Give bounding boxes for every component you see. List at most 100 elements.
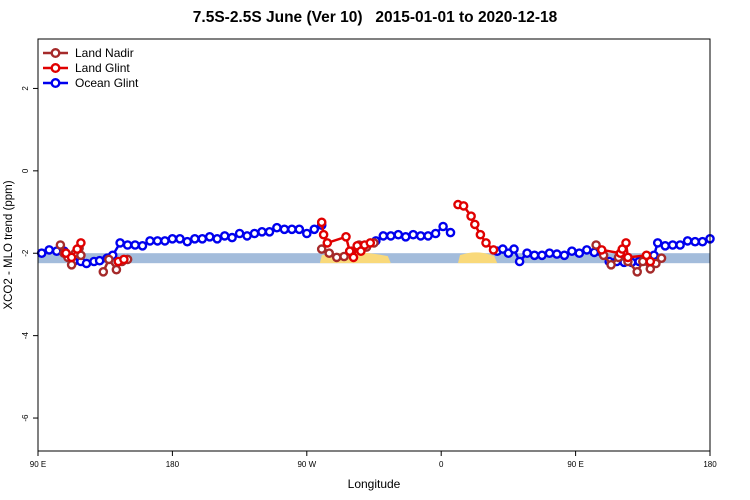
land-glint-point bbox=[76, 238, 86, 248]
series-land-glint bbox=[61, 199, 656, 267]
legend-swatch-marker bbox=[50, 77, 61, 88]
y-tick-label: 0 bbox=[21, 168, 30, 173]
land-glint-point bbox=[341, 231, 351, 242]
series-layer bbox=[36, 199, 715, 277]
ocean-glint-point bbox=[264, 226, 275, 237]
ocean-glint-point bbox=[574, 248, 585, 258]
ocean-glint-point bbox=[423, 231, 433, 241]
ocean-glint-point bbox=[537, 250, 547, 261]
ocean-glint-point bbox=[294, 224, 305, 235]
ocean-glint-point bbox=[408, 229, 419, 240]
land-glint-point bbox=[596, 245, 607, 255]
ocean-glint-point bbox=[509, 244, 519, 254]
y-axis: 2 0 -2 -4 -6 bbox=[21, 86, 38, 422]
ocean-glint-point bbox=[675, 240, 685, 250]
ocean-glint-point bbox=[182, 236, 193, 247]
y-tick-label: -6 bbox=[21, 414, 30, 422]
land-glint-point bbox=[66, 252, 77, 263]
ocean-glint-point bbox=[682, 236, 693, 246]
ocean-glint-point bbox=[137, 240, 148, 251]
ocean-glint-point bbox=[690, 236, 700, 247]
x-tick-label: 90 W bbox=[297, 460, 316, 469]
ocean-glint-point bbox=[272, 222, 282, 233]
ocean-glint-point bbox=[529, 250, 540, 261]
land-nadir-point bbox=[55, 240, 66, 250]
ocean-glint-point bbox=[287, 224, 297, 235]
ocean-glint-point bbox=[393, 229, 404, 240]
land-nadir-point bbox=[606, 259, 616, 270]
ocean-glint-point bbox=[94, 255, 105, 266]
ocean-glint-point bbox=[145, 236, 155, 246]
ocean-glint-point bbox=[130, 240, 140, 250]
land-glint-point bbox=[466, 211, 476, 221]
ocean-glint-point bbox=[589, 247, 600, 258]
land-glint-point bbox=[475, 229, 486, 240]
land-glint-point bbox=[623, 252, 633, 263]
ocean-glint-point bbox=[249, 228, 260, 239]
ocean-glint-point bbox=[212, 233, 222, 244]
ocean-glint-point bbox=[36, 248, 47, 258]
land-nadir-point bbox=[331, 252, 342, 263]
ocean-glint-point bbox=[567, 246, 577, 256]
y-tick-label: -4 bbox=[21, 332, 30, 340]
ocean-glint-point bbox=[234, 228, 245, 239]
ocean-glint-point bbox=[122, 240, 133, 250]
ocean-glint-point bbox=[309, 224, 320, 235]
ocean-glint-point bbox=[667, 240, 678, 250]
ocean-glint-point bbox=[227, 232, 237, 243]
ocean-glint-point bbox=[115, 238, 125, 248]
land-nadir-point bbox=[632, 266, 643, 277]
ocean-glint-point bbox=[582, 245, 592, 255]
ocean-glint-point bbox=[697, 236, 708, 247]
land-glint-point bbox=[316, 217, 327, 228]
ocean-glint-point bbox=[522, 248, 532, 258]
ocean-glint-point bbox=[445, 227, 456, 238]
land-nadir-point bbox=[339, 251, 349, 262]
x-tick-label: 90 E bbox=[567, 460, 583, 469]
x-tick-label: 90 E bbox=[30, 460, 46, 469]
chart-title: 7.5S-2.5S June (Ver 10) 2015-01-01 to 20… bbox=[192, 9, 558, 26]
legend-swatch-marker bbox=[50, 48, 61, 59]
land-nadir-point bbox=[98, 266, 109, 277]
land-glint-point bbox=[488, 245, 499, 255]
land-glint-point bbox=[365, 238, 376, 248]
y-tick-label: -2 bbox=[21, 249, 30, 257]
y-tick-label: 2 bbox=[21, 86, 30, 91]
ocean-glint-point bbox=[219, 231, 230, 241]
land-glint-point bbox=[621, 238, 631, 248]
ocean-glint-point bbox=[204, 231, 215, 242]
legend-item-land-nadir: Land Nadir bbox=[43, 46, 134, 60]
ocean-glint-point bbox=[438, 221, 448, 232]
land-glint-point bbox=[458, 201, 469, 211]
ocean-glint-point bbox=[44, 245, 55, 255]
land-nadir-point bbox=[66, 259, 77, 270]
ocean-glint-point bbox=[559, 250, 570, 261]
x-tick-label: 0 bbox=[439, 460, 444, 469]
plot-frame bbox=[37, 38, 711, 452]
land-nadir-point bbox=[316, 244, 327, 254]
legend-label: Ocean Glint bbox=[75, 76, 139, 90]
ocean-glint-point bbox=[400, 231, 411, 242]
land-nadir-point bbox=[591, 240, 601, 250]
legend-swatch-marker bbox=[50, 62, 61, 73]
ocean-glint-point bbox=[544, 248, 555, 258]
land-glint-point bbox=[322, 238, 333, 248]
ocean-glint-point bbox=[242, 231, 252, 241]
land-glint-point bbox=[481, 238, 491, 248]
ocean-glint-point bbox=[652, 238, 663, 248]
ocean-glint-point bbox=[378, 231, 389, 241]
ocean-glint-point bbox=[301, 228, 312, 239]
legend-item-ocean-glint: Ocean Glint bbox=[43, 76, 139, 90]
x-axis-label: Longitude bbox=[348, 477, 401, 491]
legend-label: Land Glint bbox=[75, 61, 130, 75]
ocean-glint-point bbox=[660, 240, 671, 251]
land-nadir-point bbox=[324, 248, 335, 258]
ocean-glint-point bbox=[430, 228, 441, 239]
ocean-glint-point bbox=[167, 233, 178, 244]
ocean-glint-point bbox=[279, 224, 290, 235]
ocean-glint-point bbox=[81, 258, 92, 269]
land-glint-point bbox=[318, 229, 329, 240]
x-axis: 90 E 180 90 W 0 90 E 180 bbox=[30, 451, 717, 469]
ocean-glint-point bbox=[552, 249, 562, 259]
